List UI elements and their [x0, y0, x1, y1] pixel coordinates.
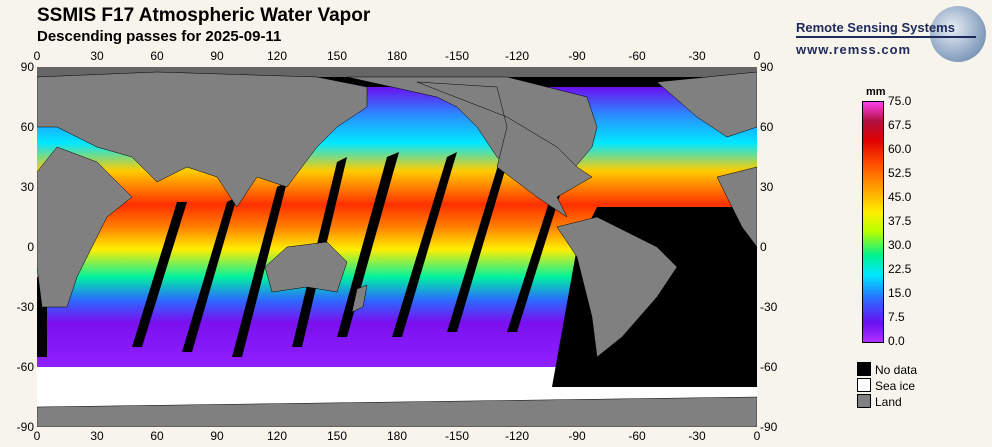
colorbar-label: 22.5	[888, 262, 912, 276]
lon-label-top: -120	[505, 49, 530, 63]
lon-label-top: -60	[628, 49, 646, 63]
lon-label-top: 150	[326, 49, 348, 63]
lat-label-right: 0	[760, 240, 767, 254]
colorbar-label: 0.0	[888, 334, 905, 348]
lon-label-top: 120	[266, 49, 288, 63]
map-title: SSMIS F17 Atmospheric Water Vapor	[37, 5, 371, 26]
legend-swatch	[857, 394, 871, 408]
legend-label: Sea ice	[875, 379, 916, 393]
lon-label-top: 0	[753, 49, 761, 63]
colorbar-label: 37.5	[888, 214, 912, 228]
lat-label-left: 0	[27, 240, 34, 254]
lat-label-right: -90	[760, 420, 778, 434]
logo-url: www.remss.com	[796, 42, 912, 57]
lon-label-bottom: 0	[33, 429, 41, 443]
lat-label-left: -90	[16, 420, 34, 434]
lon-label-top: 0	[33, 49, 41, 63]
logo-name: Remote Sensing Systems	[796, 20, 955, 35]
land-south-america	[556, 216, 678, 358]
lon-label-bottom: 120	[266, 429, 288, 443]
lat-label-right: 30	[760, 180, 774, 194]
lon-label-bottom: -60	[628, 429, 646, 443]
lon-label-bottom: 90	[210, 429, 224, 443]
land-west-africa	[716, 166, 757, 248]
lon-label-top: -30	[688, 49, 706, 63]
colorbar-label: 75.0	[888, 94, 912, 108]
lon-label-top: 60	[150, 49, 164, 63]
lon-label-top: -90	[568, 49, 586, 63]
land-antarctica	[37, 396, 757, 427]
lon-label-bottom: -120	[505, 429, 530, 443]
colorbar-label: 52.5	[888, 166, 912, 180]
lon-label-bottom: 0	[753, 429, 761, 443]
lon-label-bottom: 30	[90, 429, 104, 443]
lon-label-bottom: 180	[386, 429, 408, 443]
lon-label-bottom: -90	[568, 429, 586, 443]
lon-label-bottom: -30	[688, 429, 706, 443]
land-greenland-europe	[656, 71, 757, 138]
lat-label-right: 90	[760, 60, 774, 74]
lat-label-left: -60	[16, 360, 34, 374]
logo-divider	[796, 36, 976, 38]
colorbar-label: 67.5	[888, 118, 912, 132]
land-eurasia	[37, 71, 368, 208]
lat-label-right: -30	[760, 300, 778, 314]
legend-swatch	[857, 362, 871, 376]
globe-icon	[930, 6, 986, 62]
legend-label: Land	[875, 395, 902, 409]
lat-label-left: 90	[20, 60, 34, 74]
lat-label-right: -60	[760, 360, 778, 374]
colorbar-label: 30.0	[888, 238, 912, 252]
water-vapor-map	[37, 67, 757, 427]
lat-label-left: -30	[16, 300, 34, 314]
colorbar-label: 15.0	[888, 286, 912, 300]
lat-label-left: 60	[20, 120, 34, 134]
land-australia	[264, 241, 348, 293]
lon-label-bottom: 150	[326, 429, 348, 443]
legend-label: No data	[875, 363, 918, 377]
legend-item: Sea ice	[857, 378, 915, 393]
lon-label-top: 180	[386, 49, 408, 63]
land-africa	[37, 146, 133, 308]
legend-item: No data	[857, 362, 917, 377]
map-subtitle: Descending passes for 2025-09-11	[37, 28, 282, 45]
rss-logo: Remote Sensing Systems www.remss.com	[790, 4, 990, 64]
colorbar-label: 60.0	[888, 142, 912, 156]
colorbar-unit: mm	[866, 86, 886, 98]
land	[37, 71, 757, 427]
colorbar-label: 45.0	[888, 190, 912, 204]
legend-item: Land	[857, 394, 902, 409]
colorbar	[862, 101, 884, 343]
lat-label-left: 30	[20, 180, 34, 194]
lon-label-bottom: -150	[445, 429, 470, 443]
colorbar-label: 7.5	[888, 310, 905, 324]
land-new-zealand	[351, 284, 368, 313]
lat-label-right: 60	[760, 120, 774, 134]
land-north-america	[416, 81, 593, 218]
lon-label-bottom: 60	[150, 429, 164, 443]
lon-label-top: 30	[90, 49, 104, 63]
lon-label-top: 90	[210, 49, 224, 63]
legend-swatch	[857, 378, 871, 392]
lon-label-top: -150	[445, 49, 470, 63]
